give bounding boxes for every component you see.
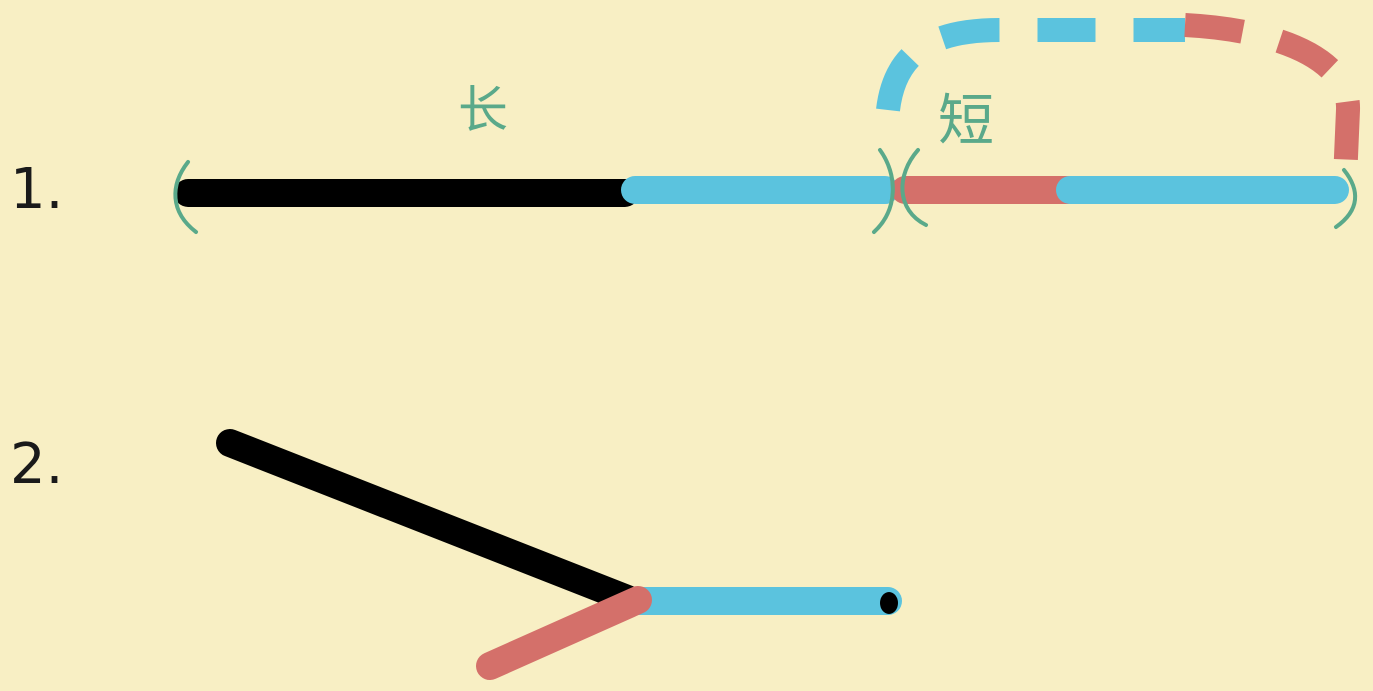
dashed-arc-red [1184, 13, 1360, 181]
bracket-open-mid [900, 148, 928, 227]
segment2-endpoint-dot [880, 592, 898, 614]
label-short: 短 [938, 89, 994, 154]
segment2-red [476, 586, 652, 680]
bracket-open-left [173, 160, 198, 234]
segment2-black [216, 429, 644, 614]
step2-number: 2. [10, 432, 63, 497]
label-long: 长 [458, 81, 508, 139]
bracket-close-mid [872, 148, 895, 234]
dashed-arc-blue [876, 17, 1185, 112]
bracket-close-right [1334, 168, 1358, 229]
step1-number: 1. [10, 157, 63, 222]
